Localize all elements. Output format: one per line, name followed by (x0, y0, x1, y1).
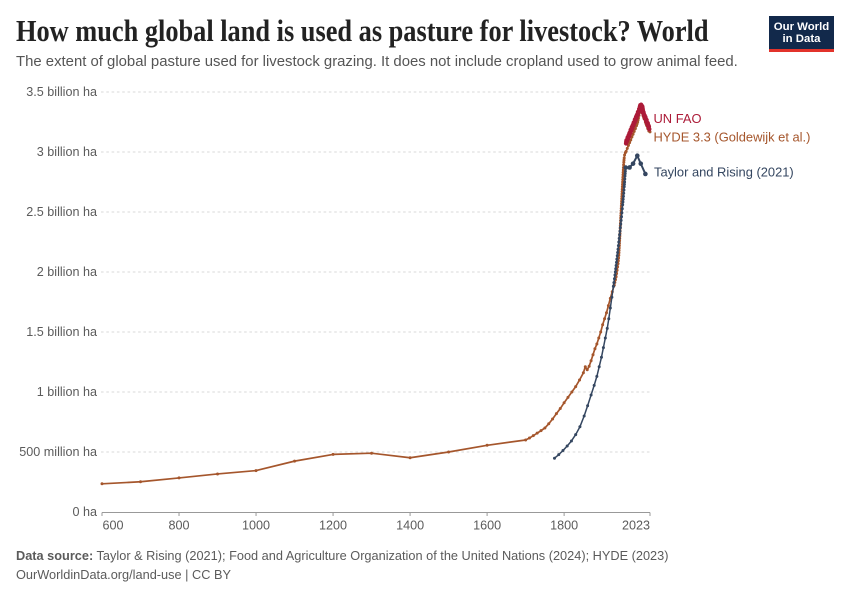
svg-text:Taylor and Rising (2021): Taylor and Rising (2021) (654, 165, 794, 180)
svg-text:800: 800 (169, 519, 190, 533)
svg-text:3.5 billion ha: 3.5 billion ha (26, 85, 97, 99)
svg-text:HYDE 3.3 (Goldewijk et al.): HYDE 3.3 (Goldewijk et al.) (654, 130, 811, 145)
svg-text:600: 600 (103, 519, 124, 533)
svg-text:1800: 1800 (550, 519, 578, 533)
svg-text:3 billion ha: 3 billion ha (37, 145, 97, 159)
svg-text:1400: 1400 (396, 519, 424, 533)
svg-text:2.5 billion ha: 2.5 billion ha (26, 205, 97, 219)
svg-text:2 billion ha: 2 billion ha (37, 265, 97, 279)
svg-text:1 billion ha: 1 billion ha (37, 385, 97, 399)
svg-text:1600: 1600 (473, 519, 501, 533)
svg-text:0 ha: 0 ha (72, 505, 97, 519)
svg-text:1000: 1000 (242, 519, 270, 533)
svg-text:1200: 1200 (319, 519, 347, 533)
svg-text:500 million ha: 500 million ha (19, 445, 97, 459)
svg-text:UN FAO: UN FAO (654, 111, 702, 126)
svg-text:2023: 2023 (622, 519, 650, 533)
svg-text:1.5 billion ha: 1.5 billion ha (26, 325, 97, 339)
